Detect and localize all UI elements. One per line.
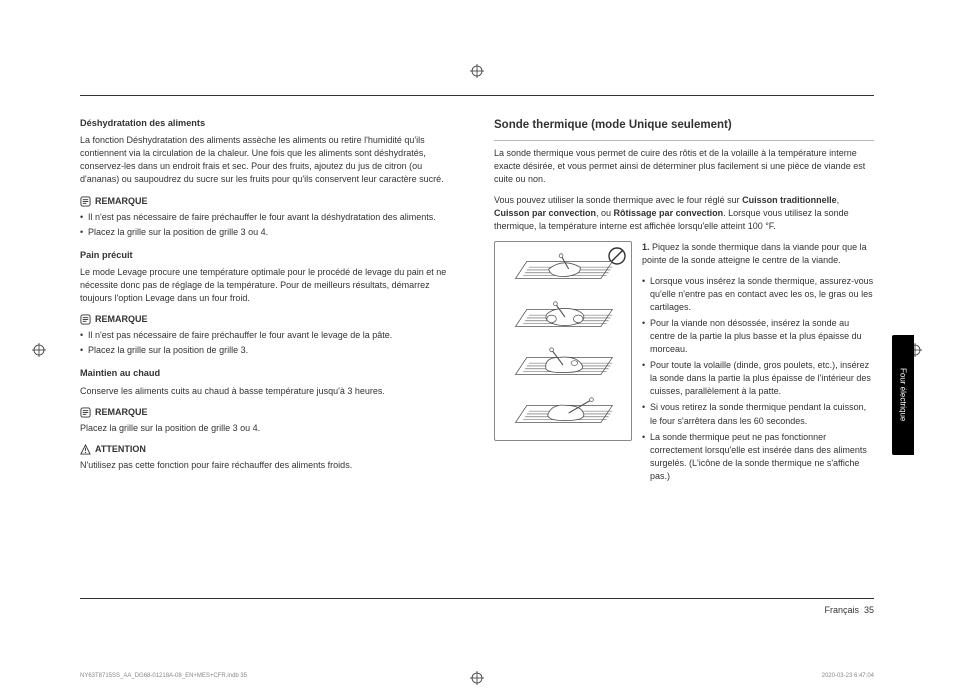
rack-diagram-3 bbox=[501, 346, 625, 384]
footer-rule bbox=[80, 598, 874, 599]
crop-mark-bottom bbox=[470, 671, 484, 685]
section-body: La fonction Déshydratation des aliments … bbox=[80, 134, 460, 186]
section-title: Sonde thermique (mode Unique seulement) bbox=[494, 117, 874, 134]
attention-text: N'utilisez pas cette fonction pour faire… bbox=[80, 459, 460, 472]
section-body: Conserve les aliments cuits au chaud à b… bbox=[80, 385, 460, 398]
note-text: Placez la grille sur la position de gril… bbox=[80, 422, 460, 435]
note-label-text: REMARQUE bbox=[95, 195, 148, 208]
section-title: Déshydratation des aliments bbox=[80, 117, 460, 130]
note-icon bbox=[80, 196, 91, 207]
step-item: Lorsque vous insérez la sonde thermique,… bbox=[642, 275, 874, 314]
columns: Déshydratation des aliments La fonction … bbox=[80, 95, 874, 491]
mode-bold: Rôtissage par convection bbox=[614, 208, 724, 218]
left-column: Déshydratation des aliments La fonction … bbox=[80, 117, 460, 491]
modes-text: , bbox=[837, 195, 840, 205]
step-list: 1. Piquez la sonde thermique dans la via… bbox=[642, 241, 874, 491]
note-item: Il n'est pas nécessaire de faire préchau… bbox=[80, 329, 460, 342]
step-item: Pour toute la volaille (dinde, gros poul… bbox=[642, 359, 874, 398]
intro-paragraph: La sonde thermique vous permet de cuire … bbox=[494, 147, 874, 186]
probe-illustration bbox=[494, 241, 632, 441]
note-list: Il n'est pas nécessaire de faire préchau… bbox=[80, 211, 460, 239]
step-number: 1. bbox=[642, 242, 650, 252]
mode-bold: Cuisson traditionnelle bbox=[742, 195, 837, 205]
side-tab: Four électrique bbox=[892, 335, 914, 455]
step-bullets: Lorsque vous insérez la sonde thermique,… bbox=[642, 275, 874, 483]
mode-bold: Cuisson par convection bbox=[494, 208, 596, 218]
print-meta-text: 2020-03-23 6:47:04 bbox=[822, 673, 874, 679]
note-icon bbox=[80, 314, 91, 325]
step-item: Pour la viande non désossée, insérez la … bbox=[642, 317, 874, 356]
modes-text: , ou bbox=[596, 208, 614, 218]
note-item: Placez la grille sur la position de gril… bbox=[80, 226, 460, 239]
warning-icon bbox=[80, 444, 91, 455]
probe-body: 1. Piquez la sonde thermique dans la via… bbox=[494, 241, 874, 491]
page-lang: Français bbox=[824, 605, 859, 615]
note-item: Il n'est pas nécessaire de faire préchau… bbox=[80, 211, 460, 224]
section-title: Pain précuit bbox=[80, 249, 460, 262]
top-rule bbox=[80, 95, 874, 96]
note-icon bbox=[80, 407, 91, 418]
note-list: Il n'est pas nécessaire de faire préchau… bbox=[80, 329, 460, 357]
page-frame: Déshydratation des aliments La fonction … bbox=[80, 95, 874, 639]
section-bread: Pain précuit Le mode Levage procure une … bbox=[80, 249, 460, 358]
note-label: REMARQUE bbox=[80, 195, 460, 208]
print-meta-left: NY63T8715SS_AA_DG68-01218A-08_EN+MES+CFR… bbox=[80, 673, 247, 679]
note-label-text: REMARQUE bbox=[95, 406, 148, 419]
rack-diagram-2 bbox=[501, 298, 625, 336]
modes-text: Vous pouvez utiliser la sonde thermique … bbox=[494, 195, 742, 205]
attention-label: ATTENTION bbox=[80, 443, 460, 456]
right-column: Sonde thermique (mode Unique seulement) … bbox=[494, 117, 874, 491]
step-item: La sonde thermique peut ne pas fonctionn… bbox=[642, 431, 874, 483]
step-intro: 1. Piquez la sonde thermique dans la via… bbox=[642, 241, 874, 267]
note-label: REMARQUE bbox=[80, 406, 460, 419]
rack-diagram-1 bbox=[501, 250, 625, 288]
page-no: 35 bbox=[864, 605, 874, 615]
section-dehydration: Déshydratation des aliments La fonction … bbox=[80, 117, 460, 239]
print-meta-right: 2020-03-23 6:47:04 bbox=[822, 673, 874, 679]
note-label: REMARQUE bbox=[80, 313, 460, 326]
attention-label-text: ATTENTION bbox=[95, 443, 146, 456]
section-body: Le mode Levage procure une température o… bbox=[80, 266, 460, 305]
note-label-text: REMARQUE bbox=[95, 313, 148, 326]
crop-mark-top bbox=[470, 64, 484, 78]
page-number: Français 35 bbox=[824, 605, 874, 615]
rack-diagram-4 bbox=[501, 394, 625, 432]
section-title: Maintien au chaud bbox=[80, 367, 460, 380]
section-keepwarm: Maintien au chaud Conserve les aliments … bbox=[80, 367, 460, 472]
modes-paragraph: Vous pouvez utiliser la sonde thermique … bbox=[494, 194, 874, 233]
step-item: Si vous retirez la sonde thermique penda… bbox=[642, 401, 874, 427]
step-intro-text: Piquez la sonde thermique dans la viande… bbox=[642, 242, 867, 265]
note-item: Placez la grille sur la position de gril… bbox=[80, 344, 460, 357]
crop-mark-left bbox=[32, 343, 46, 357]
divider bbox=[494, 140, 874, 141]
